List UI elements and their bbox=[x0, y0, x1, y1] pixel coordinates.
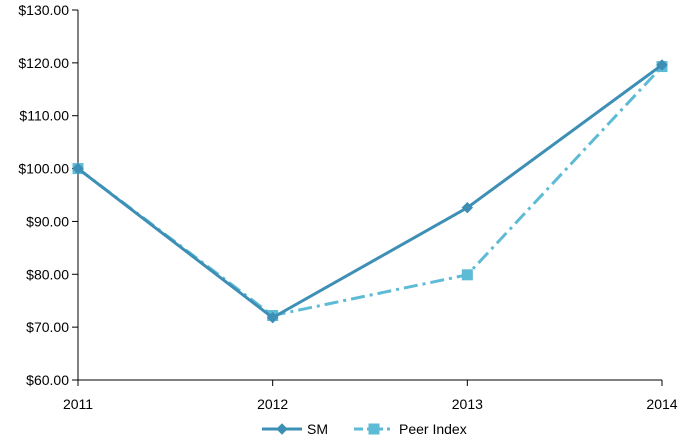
y-tick-label: $100.00 bbox=[18, 161, 69, 177]
data-point-sm bbox=[656, 59, 668, 71]
y-tick-label: $60.00 bbox=[26, 372, 69, 388]
legend-swatch-marker bbox=[276, 423, 288, 435]
x-tick-label: 2014 bbox=[646, 396, 677, 412]
x-axis-ticks: 2011 2012 2013 2014 bbox=[63, 380, 678, 412]
series-sm bbox=[72, 59, 668, 324]
y-tick-label: $80.00 bbox=[26, 266, 69, 282]
legend: SM Peer Index bbox=[262, 421, 467, 437]
data-point-peer-index bbox=[461, 269, 473, 281]
series-layer bbox=[72, 59, 668, 324]
y-tick-label: $110.00 bbox=[19, 108, 69, 124]
x-tick-label: 2013 bbox=[452, 396, 483, 412]
y-tick-label: $120.00 bbox=[18, 55, 69, 71]
y-tick-label: $70.00 bbox=[26, 319, 69, 335]
legend-label: SM bbox=[307, 421, 328, 437]
series-line-peer-index bbox=[77, 65, 664, 318]
series-line-sm bbox=[77, 63, 663, 320]
y-tick-label: $130.00 bbox=[18, 2, 69, 18]
legend-item-sm: SM bbox=[262, 421, 328, 437]
legend-item-peer-index: Peer Index bbox=[354, 421, 467, 437]
axes bbox=[77, 10, 662, 381]
data-point-sm bbox=[72, 162, 84, 175]
y-tick-label: $90.00 bbox=[26, 213, 69, 229]
x-tick-label: 2011 bbox=[63, 396, 93, 412]
x-tick-label: 2012 bbox=[257, 396, 288, 412]
series-peer-index bbox=[72, 61, 668, 322]
legend-swatch-marker bbox=[368, 423, 380, 435]
data-point-sm bbox=[461, 201, 474, 214]
legend-label: Peer Index bbox=[399, 421, 467, 437]
y-axis-ticks: $60.00 $70.00 $80.00 $90.00 $100.00 $110.00 $1… bbox=[18, 2, 78, 388]
data-point-sm bbox=[266, 311, 279, 324]
